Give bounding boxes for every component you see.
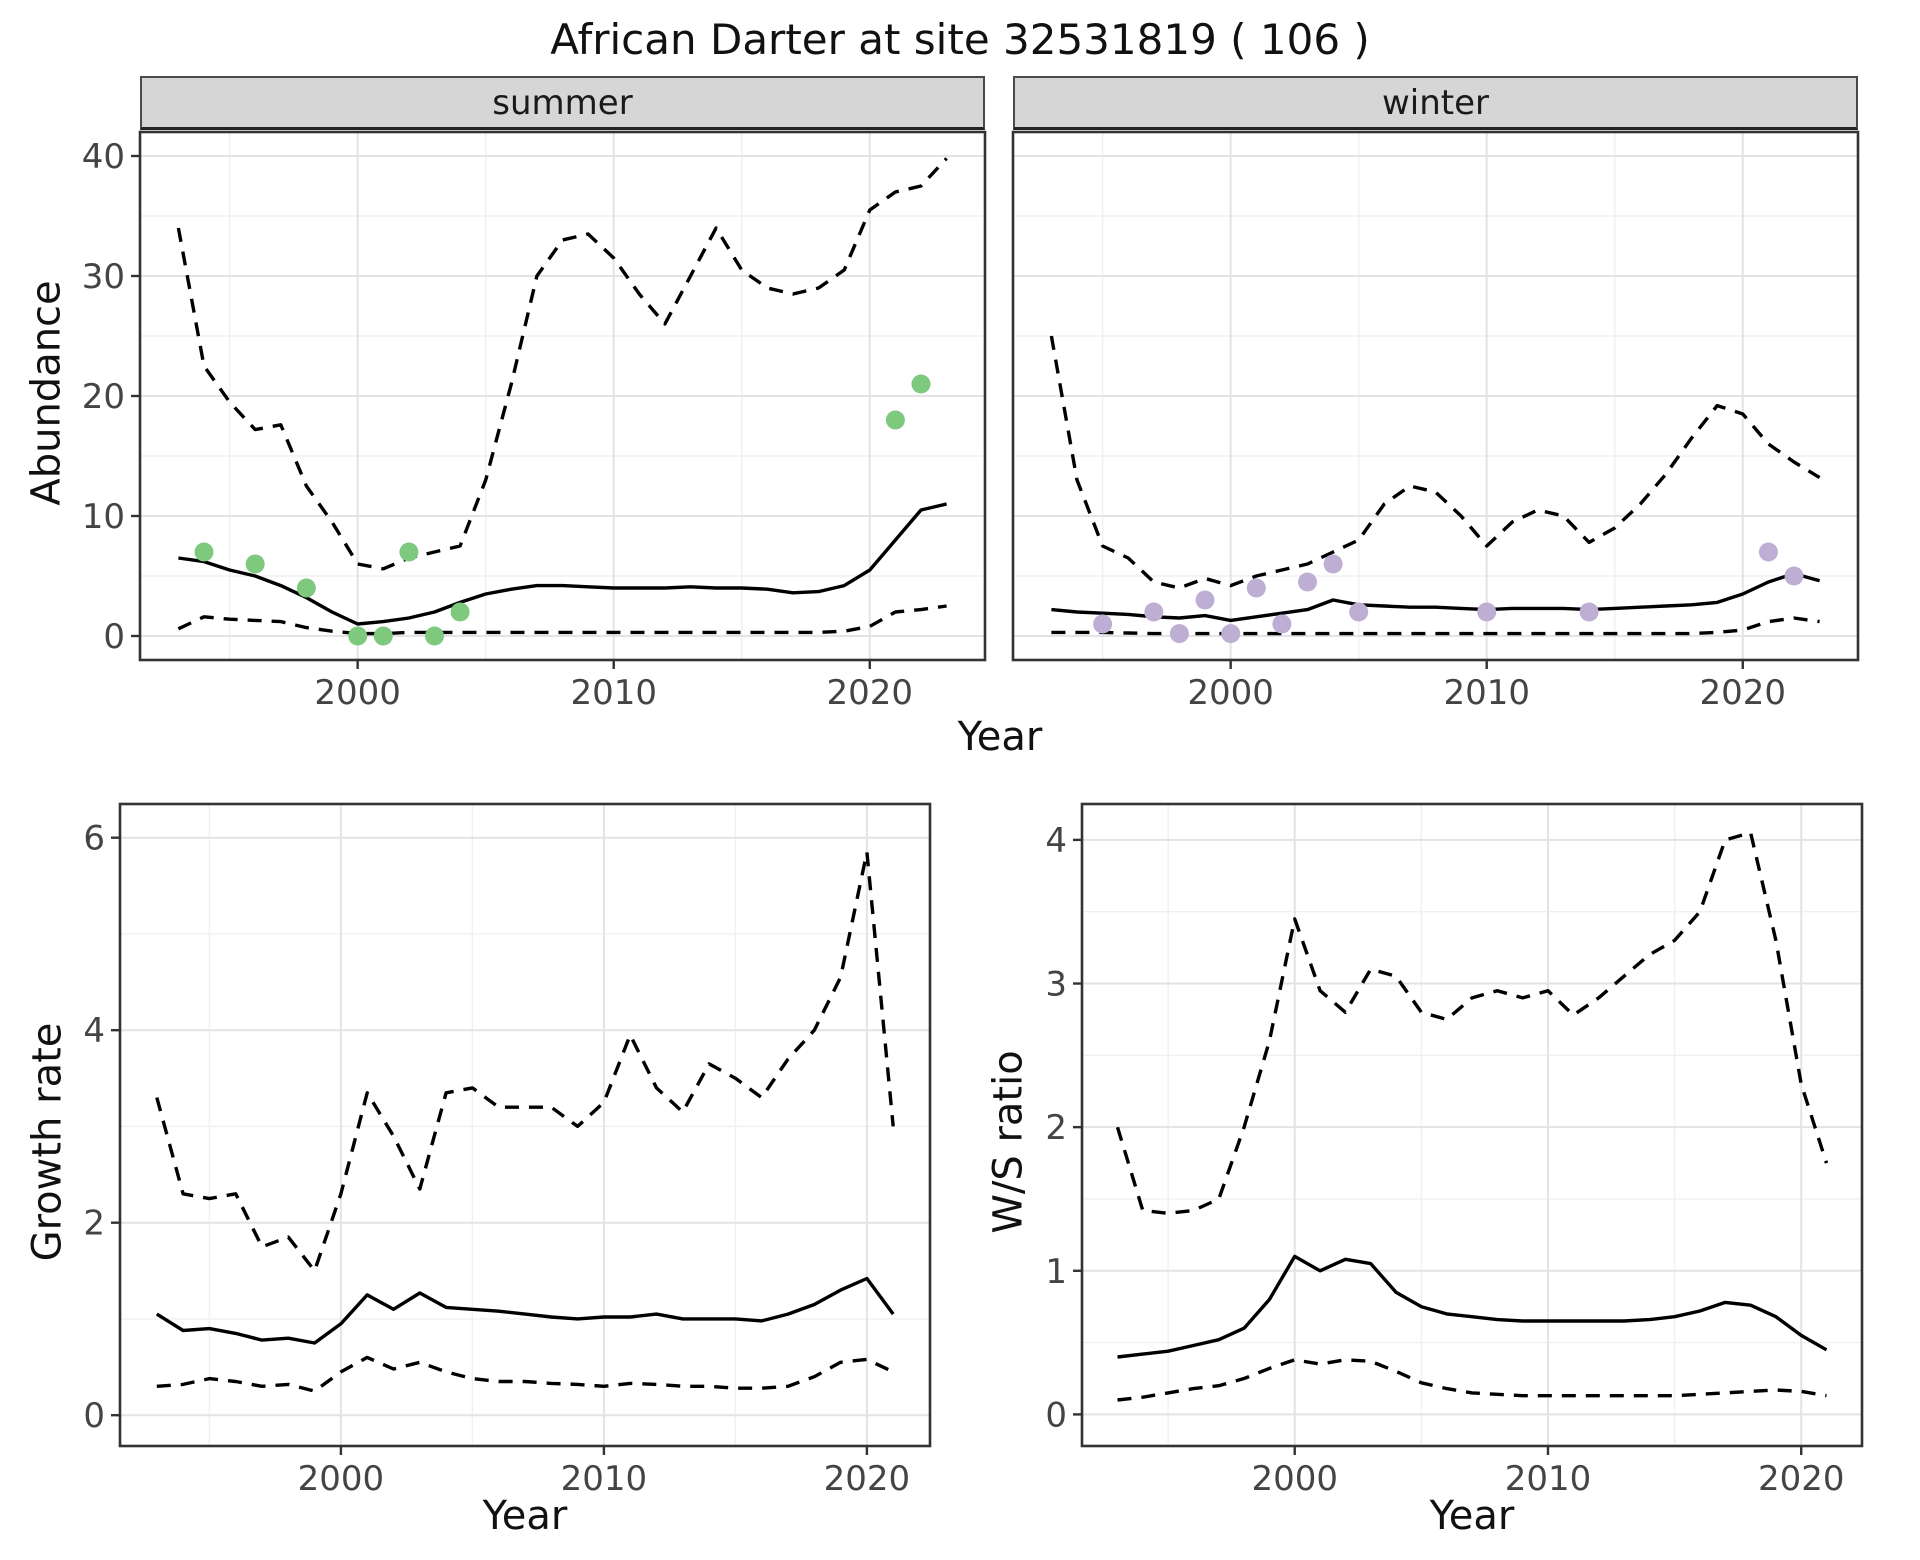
x-axis-title-abundance: Year: [957, 714, 1043, 760]
svg-text:0: 0: [1045, 1395, 1067, 1435]
facet-strip-summer-label: summer: [492, 82, 633, 123]
svg-text:10: 10: [82, 497, 125, 537]
winter-abundance-panel: 2000 2010 2020: [1011, 130, 1860, 710]
y-axis-title-ws-ratio-text: W/S ratio: [986, 1050, 1033, 1234]
bottom-charts: Growth rate 2000 2010 2020 0 2 4 6 Year W/S ra…: [24, 792, 1896, 1544]
svg-text:2010: 2010: [561, 1459, 648, 1492]
svg-text:4: 4: [83, 1011, 105, 1051]
svg-text:2000: 2000: [298, 1459, 385, 1492]
facet-strip-winter: winter: [1013, 76, 1858, 130]
svg-text:2020: 2020: [824, 1459, 911, 1492]
svg-text:30: 30: [82, 257, 125, 297]
svg-text:3: 3: [1045, 965, 1067, 1005]
svg-text:2020: 2020: [1758, 1459, 1845, 1492]
y-axis-title-growth-rate: Growth rate: [24, 792, 70, 1492]
svg-text:4: 4: [1045, 821, 1067, 861]
svg-text:2010: 2010: [1443, 673, 1530, 710]
svg-text:2000: 2000: [1251, 1459, 1338, 1492]
y-axis-title-abundance: Abundance: [24, 76, 70, 710]
svg-text:1: 1: [1045, 1252, 1067, 1292]
svg-text:0: 0: [103, 617, 125, 657]
svg-text:20: 20: [82, 377, 125, 417]
x-axis-title-growth-rate: Year: [482, 1493, 568, 1539]
svg-text:2: 2: [83, 1204, 105, 1244]
facet-winter: winter 2000 2010 2020: [1001, 76, 1870, 710]
facet-strip-summer: summer: [140, 76, 985, 130]
svg-text:2020: 2020: [827, 673, 914, 710]
y-axis-title-growth-rate-text: Growth rate: [24, 1022, 70, 1262]
svg-text:2010: 2010: [1505, 1459, 1592, 1492]
svg-text:0: 0: [83, 1396, 105, 1436]
svg-text:2000: 2000: [1187, 673, 1274, 710]
y-axis-title-abundance-text: Abundance: [24, 280, 70, 506]
growth-rate-panel: 2000 2010 2020 0 2 4 6: [83, 802, 932, 1492]
x-axis-title-ws-ratio: Year: [1429, 1493, 1515, 1539]
ws-ratio-chart: W/S ratio 2000 2010 2020 0 1 2 3 4 Year: [986, 792, 1882, 1544]
chart-title: African Darter at site 32531819 ( 106 ): [550, 15, 1370, 64]
svg-text:2: 2: [1045, 1108, 1067, 1148]
abundance-chart: Abundance summer 2000 2010 2020 0 10 20 30 40 w…: [24, 76, 1896, 710]
svg-text:2010: 2010: [570, 673, 657, 710]
growth-rate-chart: Growth rate 2000 2010 2020 0 2 4 6 Year: [24, 792, 950, 1544]
ws-ratio-panel: 2000 2010 2020 0 1 2 3 4: [1045, 802, 1864, 1492]
summer-abundance-panel: 2000 2010 2020 0 10 20 30 40: [82, 130, 987, 710]
svg-text:40: 40: [82, 137, 125, 177]
facet-summer: summer 2000 2010 2020 0 10 20 30 40: [70, 76, 995, 710]
svg-text:2020: 2020: [1700, 673, 1787, 710]
svg-text:6: 6: [83, 819, 105, 859]
y-axis-title-ws-ratio: W/S ratio: [986, 792, 1032, 1492]
svg-text:2000: 2000: [314, 673, 401, 710]
facet-strip-winter-label: winter: [1381, 82, 1490, 123]
